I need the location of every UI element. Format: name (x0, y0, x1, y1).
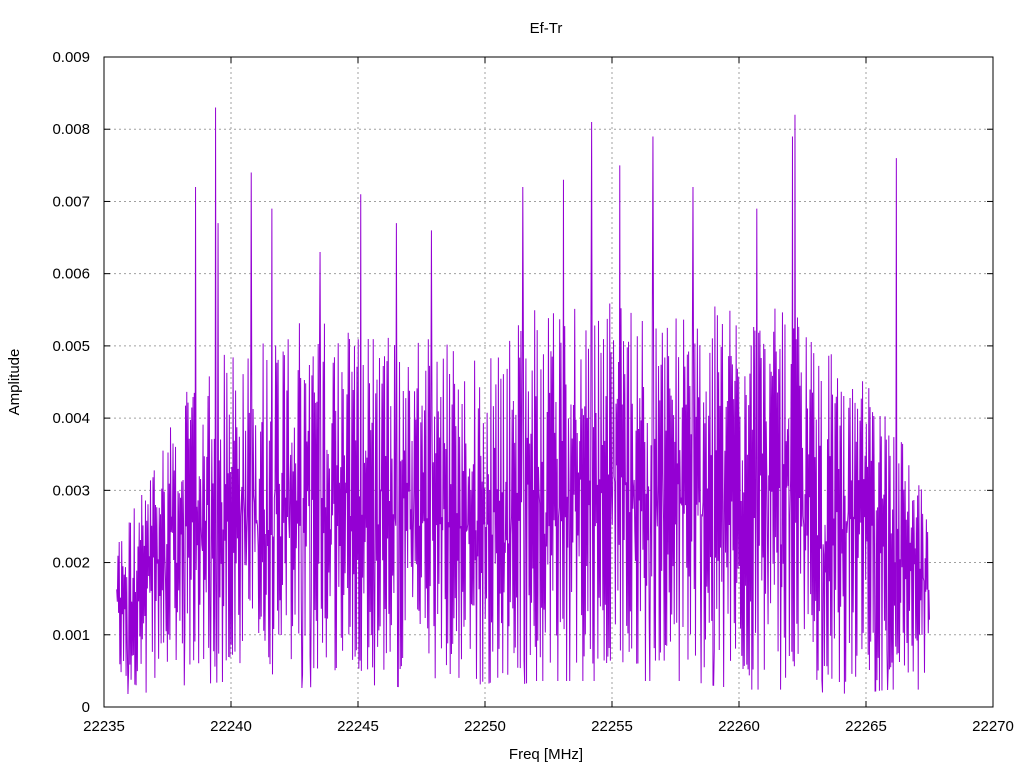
y-tick-label: 0.007 (52, 193, 90, 210)
axis-ticks (103, 56, 994, 708)
y-tick-label: 0.005 (52, 338, 90, 355)
y-tick-label: 0.003 (52, 482, 90, 499)
x-axis-title: Freq [MHz] (509, 746, 583, 763)
y-tick-label: 0.006 (52, 266, 90, 283)
x-tick-labels: 22235 22240 22245 22250 22255 22260 22265 22270 (83, 718, 1014, 735)
y-tick-label: 0.009 (52, 49, 90, 66)
y-tick-label: 0.002 (52, 555, 90, 572)
x-tick-label: 22235 (83, 718, 125, 735)
y-tick-label: 0.004 (52, 410, 90, 427)
y-axis-title: Amplitude (6, 349, 23, 416)
x-tick-label: 22250 (464, 718, 506, 735)
x-tick-label: 22240 (210, 718, 252, 735)
x-tick-label: 22245 (337, 718, 379, 735)
x-tick-label: 22265 (845, 718, 887, 735)
plot-area (116, 107, 930, 695)
x-tick-label: 22255 (591, 718, 633, 735)
y-tick-label: 0.008 (52, 121, 90, 138)
x-tick-label: 22260 (718, 718, 760, 735)
y-tick-labels: 0 0.001 0.002 0.003 0.004 0.005 0.006 0.007 0.00… (52, 49, 90, 716)
chart-title: Ef-Tr (530, 20, 563, 37)
x-tick-label: 22270 (972, 718, 1014, 735)
y-tick-label: 0.001 (52, 627, 90, 644)
y-tick-label: 0 (82, 699, 90, 716)
plot-frame (103, 56, 994, 708)
amplitude-series-line (116, 107, 930, 695)
